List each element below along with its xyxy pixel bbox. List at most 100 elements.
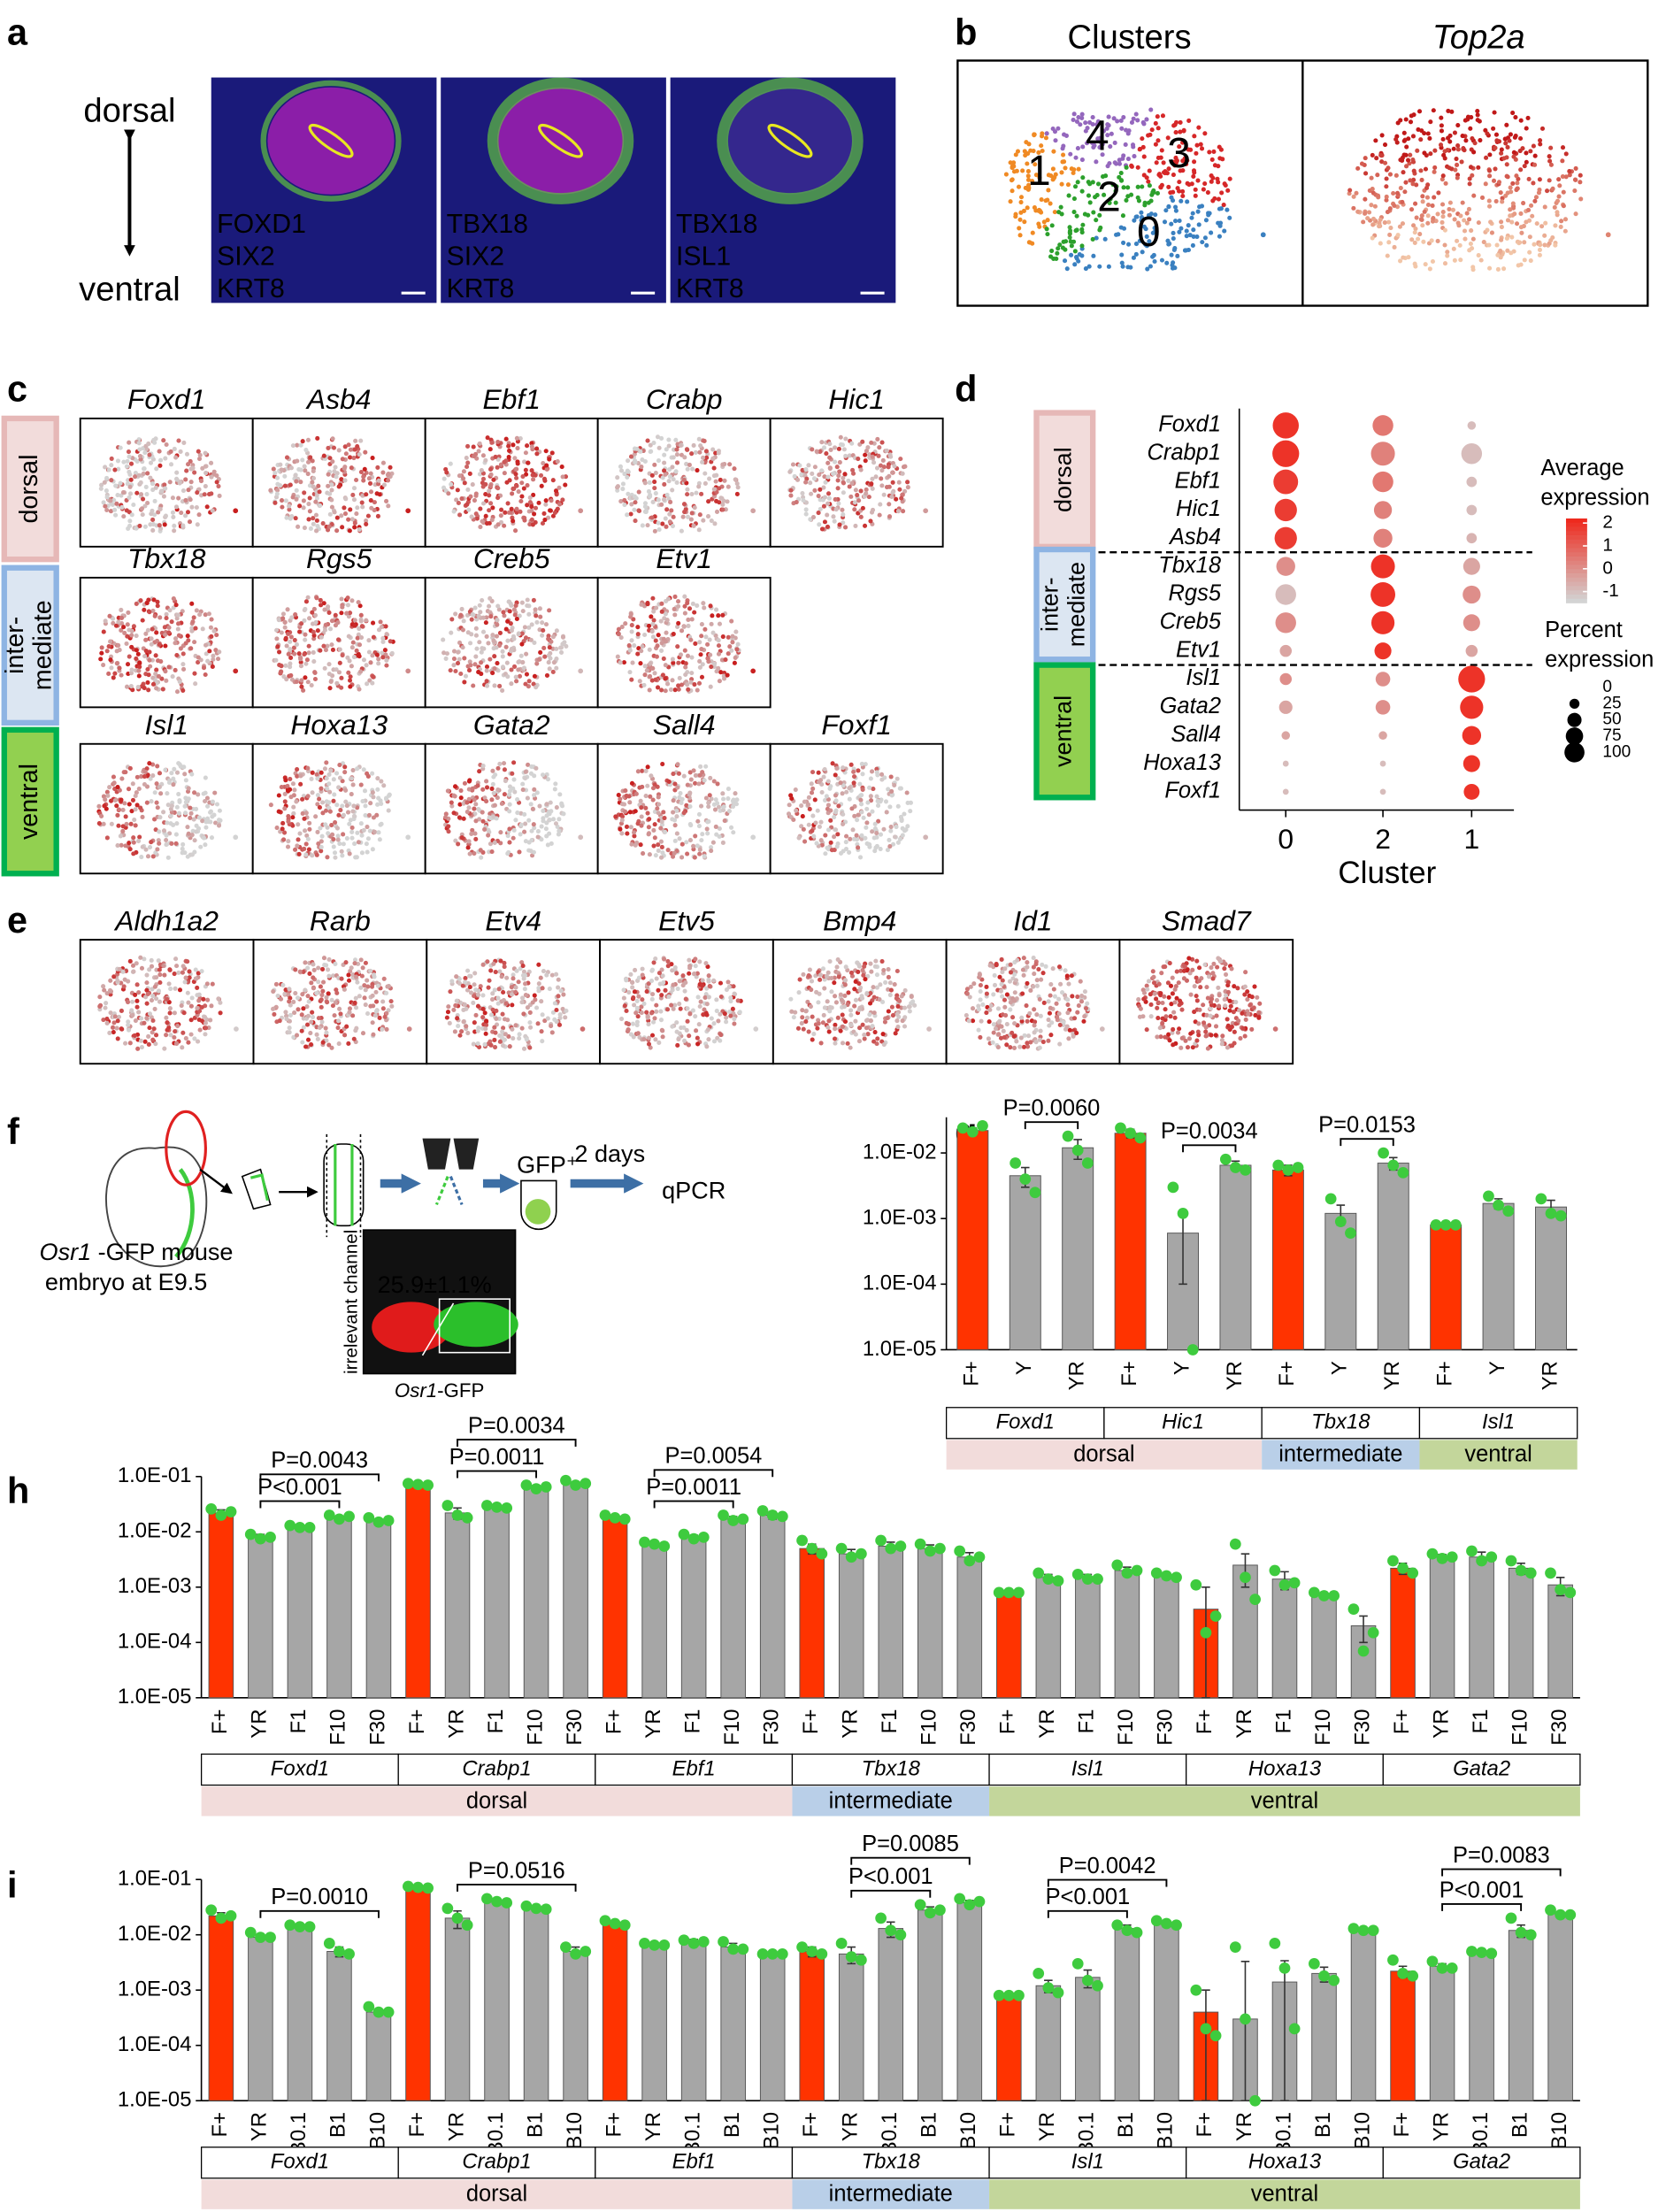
cell [1171,230,1176,235]
cell [371,674,376,680]
cell [515,446,520,451]
cell [188,646,194,651]
cell [130,797,136,803]
cell [163,767,168,772]
cell [457,815,462,820]
cell [648,442,653,448]
cell [658,826,664,831]
cell [1538,142,1543,147]
cell [288,639,293,644]
cell [1140,184,1145,189]
cell [389,650,395,656]
cell [488,501,494,506]
cell [1446,108,1451,113]
cell [211,657,216,662]
cell [350,640,356,645]
cell [1106,264,1111,269]
cell [626,643,632,649]
cell [1483,181,1488,187]
cell [335,619,341,626]
cell [1025,205,1030,211]
cell [824,451,829,457]
cell [150,517,156,522]
cell [525,503,530,508]
cell [731,830,736,835]
cell [1073,155,1079,160]
cell [894,496,899,502]
cell [1137,146,1143,152]
cell [837,459,842,465]
cell [210,508,215,513]
cell [1061,239,1066,244]
cell [474,516,480,521]
cell [826,495,832,501]
cell [1071,170,1076,176]
cell [622,497,627,503]
cell [128,821,134,826]
cell [498,513,503,518]
cell [1478,137,1483,143]
cell [330,459,335,465]
cell [319,844,324,849]
cell [182,979,188,985]
cell [1155,126,1161,131]
cell [1146,179,1151,184]
cell [695,843,700,849]
cell [886,465,891,470]
cell [290,495,296,500]
cell [319,849,324,854]
cell [645,601,650,606]
cell [337,660,342,665]
cell [313,499,319,504]
cell [376,657,381,662]
cell [1195,209,1201,214]
cell [1512,211,1517,217]
cluster-label: 1 [1027,148,1051,195]
cell [1117,161,1123,166]
tissue-ring [487,77,634,204]
cell [334,803,340,808]
cell [522,459,527,465]
cell [1468,241,1473,247]
cell [154,638,160,644]
cell [472,454,477,459]
cell [649,678,655,683]
cell [1037,175,1042,180]
cell [874,465,880,471]
cell [541,476,548,481]
cell [800,490,805,496]
cell [341,832,346,837]
cell [370,847,375,852]
cell [459,495,464,502]
cell [1409,237,1415,242]
cell [689,511,695,516]
cell [1095,136,1101,142]
cell [664,524,669,529]
cell [530,522,535,527]
cell [1220,157,1225,162]
cell [469,514,474,519]
cell [377,492,382,497]
cell [799,472,804,477]
cell [716,643,722,649]
cell [169,619,174,625]
cell [823,833,828,838]
cell [811,833,817,839]
cell [326,445,331,450]
cell [103,465,108,470]
cell [1067,229,1072,234]
cell [729,618,734,624]
cell [537,803,542,809]
cell [368,498,373,503]
cluster-label: 0 [1137,209,1161,256]
cell [296,851,302,856]
cell [214,480,219,485]
cell [331,445,336,450]
cell [488,657,493,662]
cell [311,649,316,656]
cell [495,795,500,801]
cell [342,444,348,449]
cell [365,824,370,830]
cell [1030,230,1035,235]
cell [127,1027,132,1033]
